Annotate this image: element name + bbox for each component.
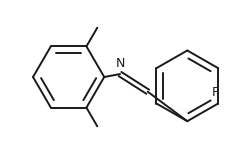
Text: F: F	[212, 86, 219, 99]
Text: N: N	[115, 57, 125, 70]
